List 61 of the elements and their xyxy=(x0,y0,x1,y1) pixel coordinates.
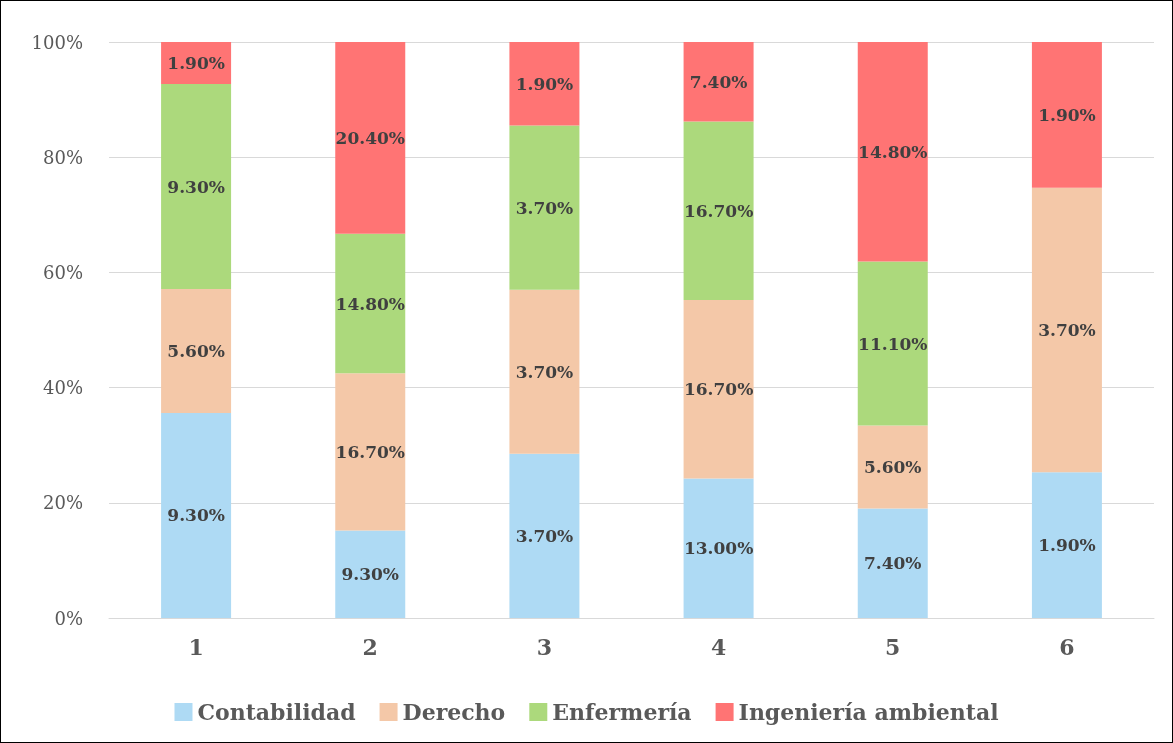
annotation: 14.80% xyxy=(335,293,405,314)
legend-label: Enfermería xyxy=(552,699,692,725)
bar xyxy=(1031,472,1102,618)
annotation: 1.90% xyxy=(1038,104,1096,125)
bar xyxy=(683,121,754,301)
annotation: 1.90% xyxy=(515,73,574,94)
bar xyxy=(509,125,580,290)
legend-label: Derecho xyxy=(402,699,506,725)
bar xyxy=(335,530,406,618)
annotation: 5.60% xyxy=(167,341,225,362)
x-tick-label: 6 xyxy=(1059,634,1075,660)
bar xyxy=(509,42,580,126)
annotation: 9.30% xyxy=(167,176,225,197)
annotation: 7.40% xyxy=(863,553,922,574)
x-tick-label: 4 xyxy=(710,634,727,660)
annotation: 20.40% xyxy=(335,127,405,148)
x-tick-label: 2 xyxy=(362,634,378,660)
annotation: 16.70% xyxy=(683,379,754,400)
bar xyxy=(161,412,232,618)
annotation: 16.70% xyxy=(335,441,405,462)
annotation: 16.70% xyxy=(683,200,754,221)
bar xyxy=(161,289,232,413)
annotation: 13.00% xyxy=(683,538,754,559)
bar xyxy=(335,42,406,234)
annotation: 1.90% xyxy=(167,53,225,74)
x-tick-label: 5 xyxy=(885,634,901,660)
y-tick-label: 80% xyxy=(42,146,83,168)
x-tick-label: 3 xyxy=(536,634,553,660)
bar xyxy=(857,425,928,509)
annotation: 3.70% xyxy=(515,361,574,382)
bar xyxy=(683,42,754,122)
annotation: 5.60% xyxy=(863,457,922,478)
annotation: 14.80% xyxy=(858,141,928,162)
annotation: 9.30% xyxy=(341,564,400,585)
annotation: 3.70% xyxy=(515,197,574,218)
annotation: 1.90% xyxy=(1038,535,1096,556)
bar xyxy=(335,233,406,374)
bar xyxy=(1031,42,1102,188)
y-tick-label: 60% xyxy=(42,261,83,283)
bar xyxy=(161,84,232,290)
y-tick-label: 40% xyxy=(42,377,83,399)
annotation: 3.70% xyxy=(515,525,574,546)
annotation: 11.10% xyxy=(858,333,928,354)
bar xyxy=(857,261,928,426)
bar xyxy=(509,453,580,618)
bar xyxy=(335,373,406,531)
bar xyxy=(683,300,754,479)
y-tick-label: 100% xyxy=(31,31,83,53)
annotation: 7.40% xyxy=(689,71,748,92)
annotation: 3.70% xyxy=(1038,320,1096,340)
bar xyxy=(857,508,928,618)
bar xyxy=(509,289,580,454)
legend-label: Contabilidad xyxy=(197,699,356,725)
annotation: 9.30% xyxy=(167,505,225,526)
bar xyxy=(1031,187,1102,473)
y-tick-label: 20% xyxy=(42,492,83,514)
legend-label: Ingeniería ambiental xyxy=(738,699,999,725)
bar xyxy=(857,42,928,262)
x-tick-label: 1 xyxy=(188,634,204,660)
bar xyxy=(683,478,754,618)
y-tick-label: 0% xyxy=(54,607,83,629)
